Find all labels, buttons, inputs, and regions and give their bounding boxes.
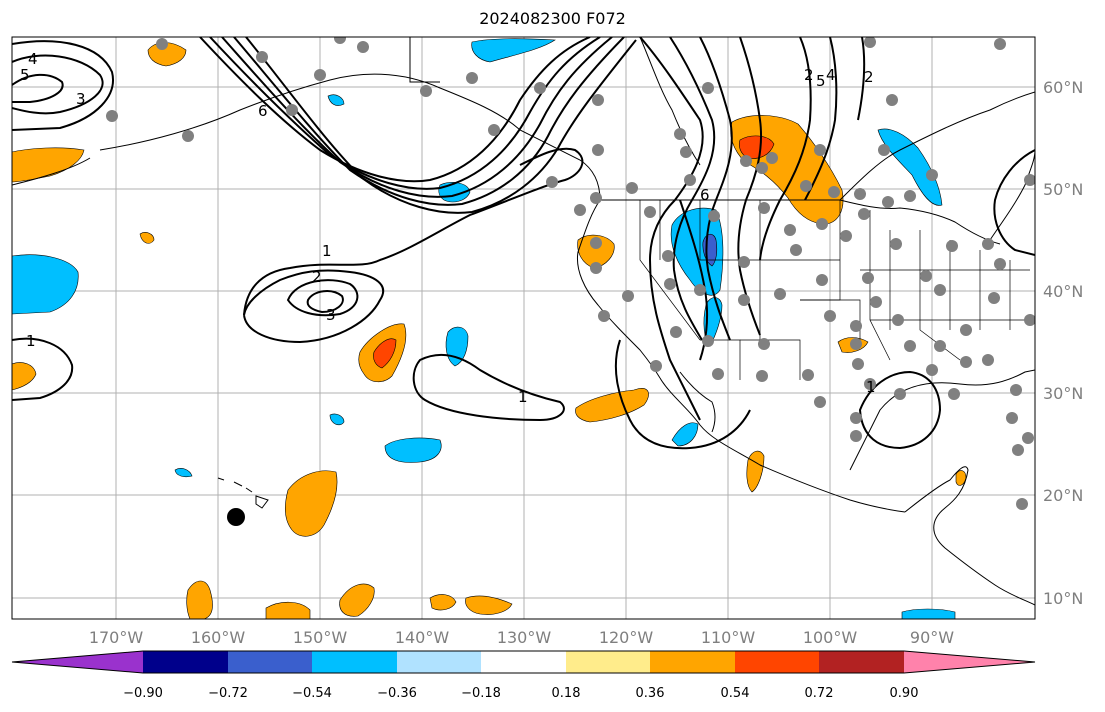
contour-label: 2 bbox=[804, 66, 814, 84]
contour-label: 2 bbox=[312, 268, 322, 286]
coastlines bbox=[12, 37, 1035, 606]
lat-label: 30°N bbox=[1043, 384, 1083, 403]
colorbar-tick-labels: −0.90 −0.72 −0.54 −0.36 −0.18 0.18 0.36 … bbox=[123, 686, 918, 701]
contour-label: 6 bbox=[258, 102, 268, 120]
colorbar-tick-label: −0.90 bbox=[123, 686, 163, 701]
contour-label: 2 bbox=[864, 68, 874, 86]
colorbar-segment bbox=[312, 651, 397, 673]
colorbar-segment bbox=[735, 651, 819, 673]
lon-label: 130°W bbox=[497, 628, 552, 647]
contour-label: 4 bbox=[28, 50, 38, 68]
colorbar: −0.90 −0.72 −0.54 −0.36 −0.18 0.18 0.36 … bbox=[11, 650, 1036, 701]
colorbar-tick-label: 0.36 bbox=[636, 686, 665, 701]
contour-label: 6 bbox=[700, 186, 710, 204]
contour-label: 5 bbox=[816, 72, 826, 90]
contour-label: 5 bbox=[20, 66, 30, 84]
state-boundaries bbox=[639, 200, 1030, 380]
colorbar-segment bbox=[12, 651, 143, 673]
colorbar-segment bbox=[904, 651, 1035, 673]
latitude-labels: 60°N 50°N 40°N 30°N 20°N 10°N bbox=[1043, 78, 1083, 608]
colorbar-tick-label: −0.54 bbox=[292, 686, 332, 701]
colorbar-segment bbox=[650, 651, 735, 673]
colorbar-tick-label: −0.18 bbox=[461, 686, 501, 701]
lon-label: 140°W bbox=[395, 628, 450, 647]
graticule bbox=[12, 37, 1035, 619]
map-panel: 4 5 3 6 1 2 3 1 1 2 5 4 2 1 6 bbox=[12, 37, 1035, 619]
lat-label: 10°N bbox=[1043, 589, 1083, 608]
colorbar-segment bbox=[228, 651, 312, 673]
contour-labels: 4 5 3 6 1 2 3 1 1 2 5 4 2 1 6 bbox=[20, 50, 876, 406]
lon-label: 120°W bbox=[599, 628, 654, 647]
lon-label: 170°W bbox=[89, 628, 144, 647]
colorbar-segment bbox=[566, 651, 650, 673]
colorbar-tick-label: 0.54 bbox=[721, 686, 750, 701]
hawaii-islands bbox=[217, 477, 269, 509]
lat-label: 60°N bbox=[1043, 78, 1083, 97]
colorbar-tick-label: −0.72 bbox=[208, 686, 248, 701]
colorbar-outline bbox=[11, 650, 1036, 674]
contour-label: 4 bbox=[826, 66, 836, 84]
colorbar-segment bbox=[819, 651, 904, 673]
station-markers bbox=[106, 37, 1035, 510]
contour-label: 1 bbox=[518, 388, 528, 406]
lon-label: 90°W bbox=[910, 628, 954, 647]
lon-label: 100°W bbox=[803, 628, 858, 647]
colorbar-segment bbox=[481, 651, 566, 673]
lon-label: 150°W bbox=[293, 628, 348, 647]
contour-label: 1 bbox=[322, 242, 332, 260]
lon-label: 110°W bbox=[701, 628, 756, 647]
highlighted-station-marker bbox=[227, 508, 245, 526]
longitude-labels: 170°W 160°W 150°W 140°W 130°W 120°W 110°… bbox=[89, 628, 954, 647]
lat-label: 20°N bbox=[1043, 486, 1083, 505]
colorbar-tick-label: −0.36 bbox=[377, 686, 417, 701]
lat-label: 40°N bbox=[1043, 282, 1083, 301]
contour-label: 1 bbox=[26, 332, 36, 350]
colorbar-segments bbox=[11, 650, 1036, 674]
colorbar-tick-label: 0.18 bbox=[552, 686, 581, 701]
map-title: 2024082300 F072 bbox=[479, 9, 626, 28]
colorbar-tick-label: 0.90 bbox=[890, 686, 919, 701]
positive-anomaly-fill bbox=[12, 42, 967, 619]
contour-label: 1 bbox=[866, 378, 876, 396]
colorbar-segment bbox=[143, 651, 228, 673]
contour-label: 3 bbox=[326, 306, 336, 324]
colorbar-tick-label: 0.72 bbox=[805, 686, 834, 701]
map-frame bbox=[11, 36, 1036, 620]
contour-label: 3 bbox=[76, 90, 86, 108]
lon-label: 160°W bbox=[191, 628, 246, 647]
lat-label: 50°N bbox=[1043, 180, 1083, 199]
colorbar-segment bbox=[397, 651, 481, 673]
